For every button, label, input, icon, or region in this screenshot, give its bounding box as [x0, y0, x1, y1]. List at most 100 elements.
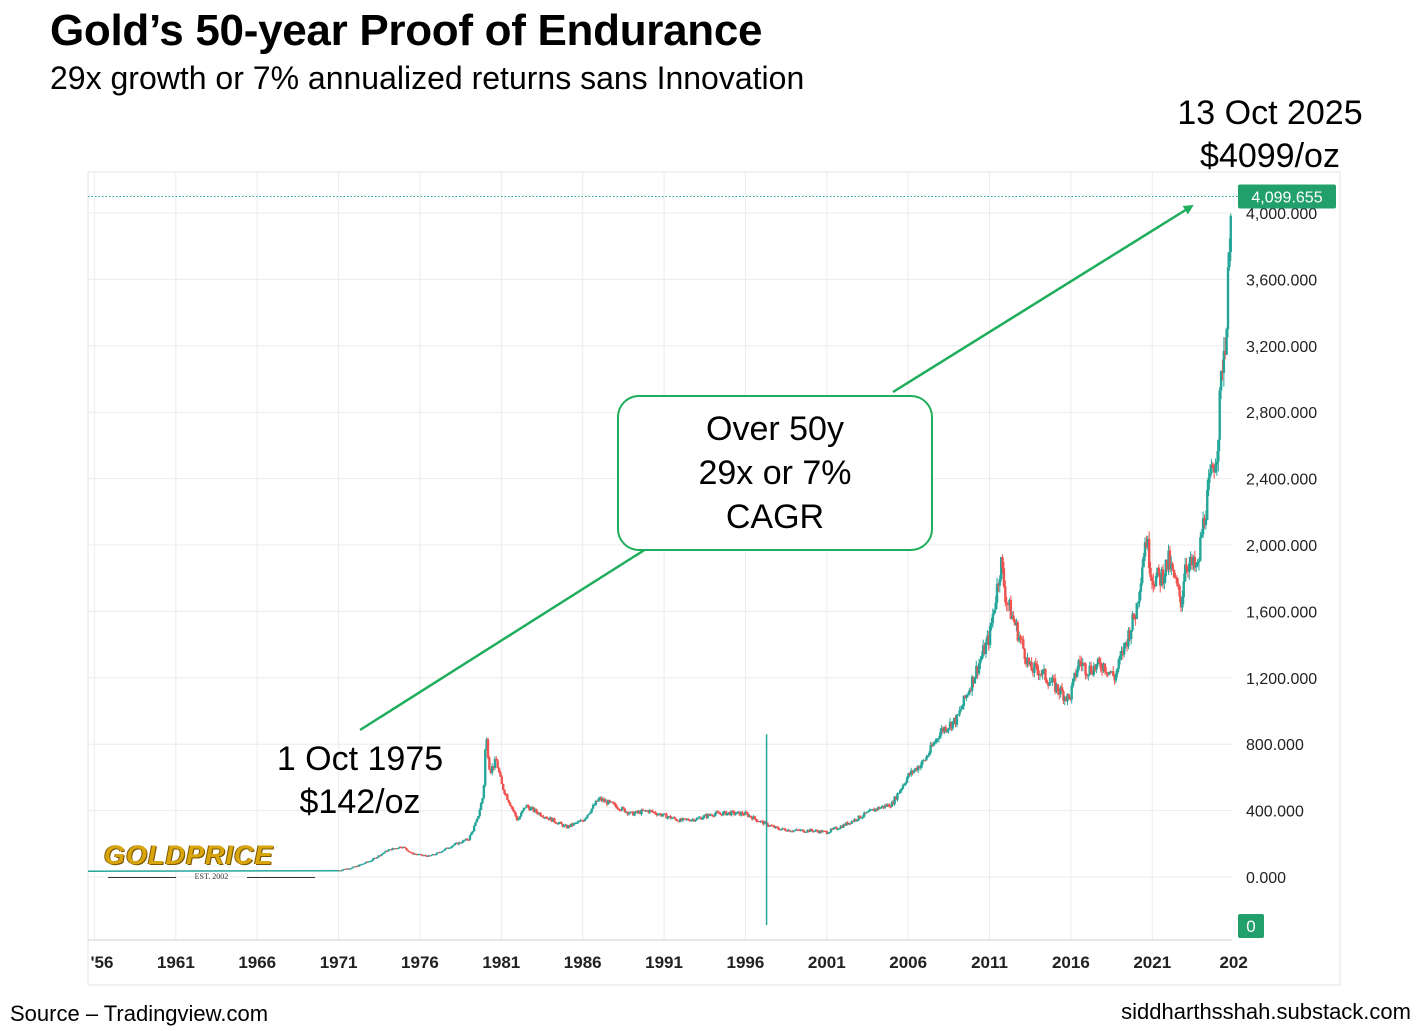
price-candle-body: [879, 807, 883, 809]
price-candle-body: [1062, 691, 1065, 701]
price-candle-body: [489, 769, 492, 773]
x-tick-label: 2016: [1052, 953, 1090, 972]
price-candle-body: [865, 811, 869, 814]
price-candle-body: [1128, 630, 1132, 640]
price-candle-body: [651, 810, 654, 813]
price-candle-body: [762, 821, 765, 825]
price-candle-body: [477, 816, 480, 819]
price-candle-body: [821, 830, 824, 833]
price-candle-body: [609, 801, 613, 803]
price-candle-body: [993, 609, 996, 614]
price-candle-body: [597, 798, 600, 802]
price-candle-body: [1105, 671, 1108, 673]
price-candle-body: [1067, 694, 1071, 698]
price-candle-body: [755, 818, 758, 822]
price-candle-body: [738, 811, 741, 816]
price-candle-body: [456, 842, 459, 845]
price-candle-body: [800, 829, 804, 831]
end-date-label: 13 Oct 2025: [1177, 94, 1363, 132]
price-candle-body: [792, 830, 795, 832]
price-candle-body: [461, 840, 465, 843]
price-candle-body: [1208, 473, 1212, 478]
price-candle-body: [529, 807, 533, 811]
price-candle-body: [392, 848, 396, 850]
price-candle-body: [1037, 670, 1040, 676]
price-candle-body: [625, 811, 628, 813]
price-candle-body: [753, 816, 757, 819]
price-candle-body: [549, 817, 552, 820]
price-candle-body: [951, 721, 954, 729]
goldprice-logo: GOLDPRICE EST. 2002: [104, 840, 319, 884]
price-candle-body: [980, 655, 984, 660]
price-candle-body: [712, 815, 715, 817]
y-tick-label: 4,000.000: [1246, 206, 1317, 223]
price-candle-body: [365, 861, 368, 864]
price-candle-body: [557, 822, 560, 825]
price-candle-body: [398, 846, 401, 849]
price-candle-body: [881, 806, 884, 808]
price-candle-body: [1203, 518, 1206, 526]
price-candle-body: [1221, 370, 1224, 373]
price-candle-body: [904, 782, 907, 785]
price-candle-body: [658, 813, 661, 815]
price-candle-body: [699, 817, 703, 820]
price-candle-body: [803, 831, 806, 833]
price-candle-body: [807, 829, 811, 832]
price-candle-body: [923, 760, 927, 762]
price-candle-body: [842, 824, 845, 828]
price-candle-body: [789, 831, 793, 833]
price-candle-body: [1163, 576, 1166, 584]
price-candle-body: [827, 833, 830, 835]
price-candle-body: [886, 804, 889, 807]
price-candle-body: [688, 820, 692, 822]
price-candle-body: [1201, 518, 1205, 535]
price-candle-body: [1092, 665, 1096, 675]
price-candle-body: [958, 710, 961, 715]
price-candle-body: [1186, 569, 1190, 572]
price-candle-body: [863, 812, 866, 817]
price-candle-body: [778, 829, 782, 831]
price-candle-body: [735, 811, 739, 814]
price-candle-body: [1011, 615, 1014, 620]
price-candle-body: [959, 709, 963, 711]
price-candle-body: [1196, 562, 1199, 565]
price-candle-body: [1175, 577, 1179, 584]
price-candle-body: [728, 812, 732, 816]
price-candle-body: [540, 815, 544, 817]
price-candle-body: [423, 855, 426, 857]
price-candle-body: [1035, 663, 1039, 671]
price-candle-body: [601, 799, 604, 801]
price-candle-body: [454, 842, 458, 844]
price-candle-body: [1142, 556, 1145, 568]
price-candle-body: [475, 818, 479, 823]
price-candle-body: [695, 818, 699, 821]
price-candle-body: [452, 845, 455, 847]
price-candle-body: [1091, 672, 1094, 675]
price-candle-body: [1040, 674, 1043, 676]
price-candle-body: [378, 855, 382, 857]
price-candle-body: [1027, 657, 1031, 665]
price-candle-body: [861, 816, 865, 818]
price-candle-body: [757, 821, 761, 823]
price-candle-body: [536, 812, 539, 815]
price-candle-body: [925, 756, 928, 761]
price-candle-body: [839, 826, 842, 829]
price-candle-body: [1190, 556, 1194, 566]
price-candle-body: [591, 805, 595, 809]
y-tick-label: 2,400.000: [1246, 472, 1317, 489]
price-candle-body: [683, 818, 686, 820]
price-candle-body: [634, 811, 638, 813]
price-candle-body: [717, 812, 721, 814]
price-candle-body: [1049, 681, 1053, 683]
price-candle-body: [1114, 673, 1118, 681]
price-candle-body: [515, 816, 519, 821]
price-candle-body: [1048, 682, 1051, 686]
price-candle-body: [1070, 685, 1073, 700]
price-candle-body: [1073, 672, 1076, 679]
price-candle-body: [420, 854, 423, 856]
price-candle-body: [709, 814, 712, 816]
price-candle-body: [742, 814, 746, 816]
price-candle-body: [780, 829, 783, 831]
cagr-line-2: 29x or 7%: [698, 454, 852, 492]
price-candle-body: [962, 695, 966, 707]
